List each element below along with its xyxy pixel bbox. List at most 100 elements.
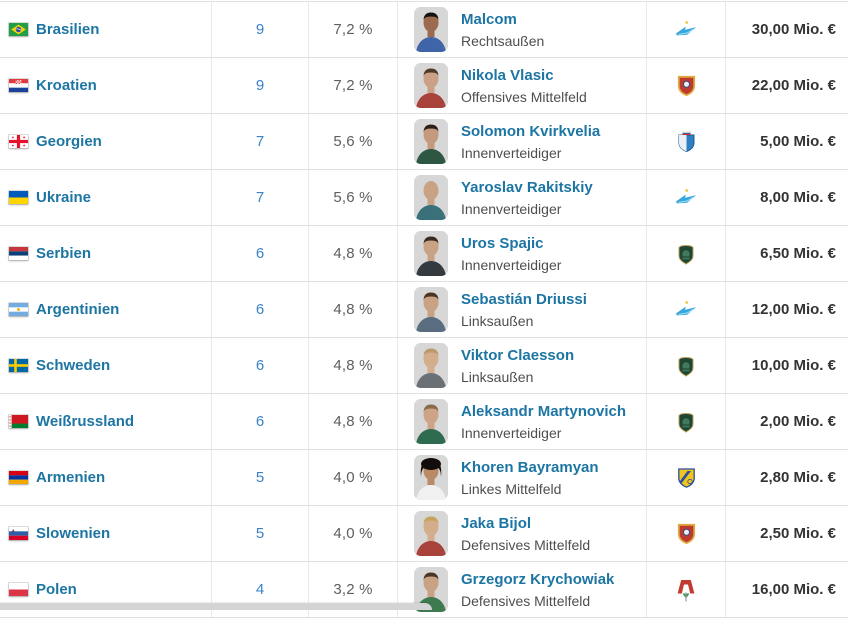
country-link[interactable]: Ukraine [36,189,92,206]
player-count-link[interactable]: 6 [255,413,265,430]
player-count-link[interactable]: 6 [255,301,265,318]
player-count-link[interactable]: 9 [255,77,265,94]
player-photo[interactable] [414,175,448,220]
country-cell: Serbien [0,226,211,281]
player-name-link[interactable]: Jaka Bijol [461,514,532,532]
value-cell: 30,00 Mio. € [725,2,848,57]
fc-krasnodar-icon[interactable] [673,241,699,267]
country-link[interactable]: Georgien [36,133,102,150]
player-count-link[interactable]: 7 [255,189,265,206]
value-cell: 2,50 Mio. € [725,506,848,561]
player-cell: Grzegorz Krychowiak Defensives Mittelfel… [397,562,646,617]
player-photo[interactable] [414,63,448,108]
player-name-link[interactable]: Viktor Claesson [461,346,575,364]
zenit-st-petersburg-icon[interactable] [673,297,699,323]
cska-moscow-icon[interactable] [673,521,699,547]
player-name-link[interactable]: Solomon Kvirkvelia [461,122,601,140]
player-count-link[interactable]: 4 [255,581,265,598]
country-cell: Armenien [0,450,211,505]
count-cell: 9 [211,58,308,113]
market-value: 30,00 Mio. € [751,21,836,38]
player-name-link[interactable]: Grzegorz Krychowiak [461,570,615,588]
country-link[interactable]: Armenien [36,469,106,486]
player-info: Nikola Vlasic Offensives Mittelfeld [461,66,587,106]
player-photo[interactable] [414,7,448,52]
fc-krasnodar-icon[interactable] [673,409,699,435]
table-row: Slowenien 5 4,0 % Jaka Bijol Defensives … [0,506,848,562]
country-cell: Polen [0,562,211,617]
player-name-link[interactable]: Khoren Bayramyan [461,458,599,476]
player-cell: Malcom Rechtsaußen [397,2,646,57]
club-cell [646,170,725,225]
player-count-link[interactable]: 7 [255,133,265,150]
lokomotiv-moscow-icon[interactable] [673,577,699,603]
player-position: Innenverteidiger [461,424,562,441]
percent-cell: 4,8 % [308,282,397,337]
percent-text: 7,2 % [333,21,373,38]
country-link[interactable]: Weißrussland [36,413,135,430]
zenit-st-petersburg-icon[interactable] [673,17,699,43]
country-link[interactable]: Brasilien [36,21,100,38]
value-cell: 8,00 Mio. € [725,170,848,225]
player-cell: Viktor Claesson Linksaußen [397,338,646,393]
country-link[interactable]: Argentinien [36,301,120,318]
player-count-link[interactable]: 6 [255,245,265,262]
player-count-link[interactable]: 6 [255,357,265,374]
flag-ukraine-icon [9,191,28,204]
count-cell: 5 [211,450,308,505]
percent-text: 4,8 % [333,413,373,430]
player-count-link[interactable]: 5 [255,469,265,486]
club-cell [646,506,725,561]
table-row: Weißrussland 6 4,8 % Aleksandr Martynovi… [0,394,848,450]
country-link[interactable]: Schweden [36,357,111,374]
flag-slovenia-icon [9,527,28,540]
player-info: Khoren Bayramyan Linkes Mittelfeld [461,458,599,498]
cska-moscow-icon[interactable] [673,73,699,99]
player-name-link[interactable]: Aleksandr Martynovich [461,402,627,420]
club-cell [646,338,725,393]
percent-cell: 4,8 % [308,394,397,449]
player-photo[interactable] [414,399,448,444]
value-cell: 2,00 Mio. € [725,394,848,449]
player-name-link[interactable]: Nikola Vlasic [461,66,554,84]
player-photo[interactable] [414,231,448,276]
player-photo[interactable] [414,455,448,500]
country-link[interactable]: Slowenien [36,525,111,542]
player-name-link[interactable]: Malcom [461,10,517,28]
value-cell: 12,00 Mio. € [725,282,848,337]
rubin-kazan-icon[interactable] [673,129,699,155]
player-cell: Sebastián Driussi Linksaußen [397,282,646,337]
percent-cell: 4,0 % [308,450,397,505]
country-cell: Weißrussland [0,394,211,449]
country-link[interactable]: Kroatien [36,77,97,94]
fc-rostov-icon[interactable] [673,465,699,491]
country-link[interactable]: Serbien [36,245,92,262]
percent-text: 4,0 % [333,469,373,486]
player-name-link[interactable]: Sebastián Driussi [461,290,587,308]
market-value: 5,00 Mio. € [760,133,836,150]
player-photo[interactable] [414,511,448,556]
player-photo[interactable] [414,287,448,332]
player-position: Rechtsaußen [461,32,545,49]
country-link[interactable]: Polen [36,581,77,598]
player-cell: Khoren Bayramyan Linkes Mittelfeld [397,450,646,505]
player-photo[interactable] [414,119,448,164]
percent-cell: 3,2 % [308,562,397,617]
flag-croatia-icon [9,79,28,92]
player-photo[interactable] [414,343,448,388]
bottom-overlay-bar [0,603,432,610]
player-count-link[interactable]: 5 [255,525,265,542]
player-info: Jaka Bijol Defensives Mittelfeld [461,514,590,554]
club-cell [646,58,725,113]
player-count-link[interactable]: 9 [255,21,265,38]
fc-krasnodar-icon[interactable] [673,353,699,379]
club-cell [646,282,725,337]
player-name-link[interactable]: Yaroslav Rakitskiy [461,178,593,196]
player-cell: Uros Spajic Innenverteidiger [397,226,646,281]
player-name-link[interactable]: Uros Spajic [461,234,544,252]
zenit-st-petersburg-icon[interactable] [673,185,699,211]
value-cell: 5,00 Mio. € [725,114,848,169]
table-row: Schweden 6 4,8 % Viktor Claesson Linksau… [0,338,848,394]
player-position: Innenverteidiger [461,144,562,161]
player-position: Defensives Mittelfeld [461,536,591,553]
